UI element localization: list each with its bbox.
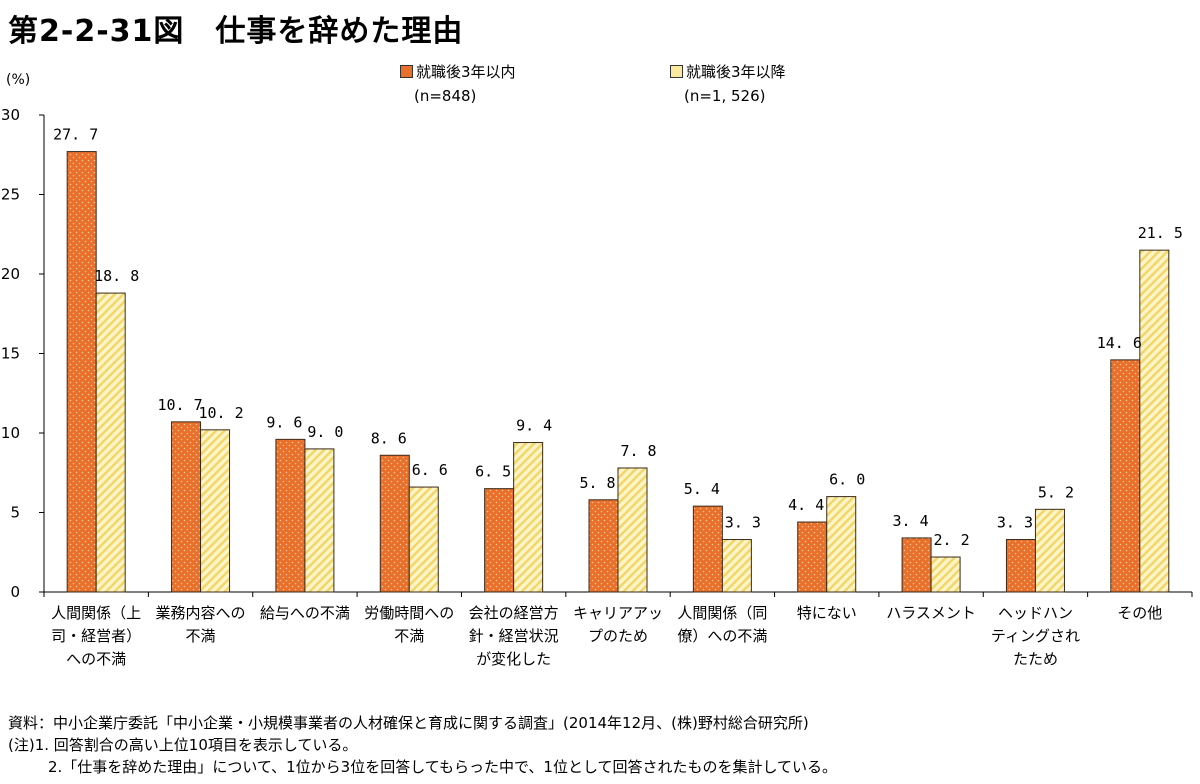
bar-series-1 — [797, 521, 828, 593]
x-tick-label: 給与への不満 — [260, 604, 350, 622]
data-label: 21. 5 — [1138, 224, 1183, 242]
data-label: 5. 4 — [684, 480, 720, 498]
bar-series-1 — [588, 499, 619, 593]
data-label: 3. 3 — [997, 514, 1033, 532]
bar-series-2 — [513, 442, 544, 593]
bar-series-2 — [617, 467, 648, 593]
x-tick-label: キャリアアッ — [573, 604, 663, 622]
data-label: 18. 8 — [94, 267, 139, 285]
data-label: 7. 8 — [620, 442, 656, 460]
y-tick-label: 0 — [10, 583, 20, 601]
x-tick-label: 会社の経営方 — [469, 604, 559, 622]
bar-series-1 — [1005, 539, 1036, 593]
y-tick-label: 15 — [1, 345, 20, 363]
bar-series-2 — [1034, 508, 1065, 593]
x-tick-label: 僚）への不満 — [677, 627, 767, 645]
x-tick-label: 人間関係（上 — [51, 604, 141, 622]
x-tick-label: への不満 — [66, 650, 126, 668]
data-label: 9. 0 — [307, 423, 343, 441]
data-label: 6. 0 — [829, 471, 865, 489]
legend-item-series-1: 就職後3年以内 (n=848) — [400, 60, 516, 108]
data-label: 3. 4 — [893, 512, 929, 530]
x-tick-label: 人間関係（同 — [677, 604, 767, 622]
chart-title: 第2-2-31図 仕事を辞めた理由 — [8, 14, 464, 49]
x-tick-label: 特にない — [797, 604, 857, 622]
bar-series-2 — [826, 496, 857, 593]
note-1: (注)1. 回答割合の高い上位10項目を表示している。 — [8, 736, 358, 754]
bar-series-2 — [200, 429, 231, 593]
x-tick-label: 不満 — [394, 627, 424, 645]
x-tick-label: ティングされ — [991, 627, 1080, 645]
bar-series-1 — [692, 505, 723, 593]
bar-series-2 — [408, 486, 439, 593]
x-tick-label: ヘッドハン — [998, 604, 1073, 622]
y-tick-label: 20 — [1, 265, 20, 283]
legend-n-1: (n=848) — [414, 87, 477, 105]
bar-series-2 — [95, 292, 126, 593]
data-label: 2. 2 — [934, 531, 970, 549]
bar-series-2 — [930, 556, 961, 593]
legend-label-1: 就職後3年以内 — [416, 63, 516, 81]
y-tick-label: 30 — [1, 106, 20, 124]
bar-series-1 — [1110, 359, 1141, 593]
y-tick-label: 25 — [1, 186, 20, 204]
data-label: 5. 2 — [1038, 483, 1074, 501]
data-label: 9. 4 — [516, 417, 552, 435]
bar-series-1 — [484, 488, 515, 593]
data-label: 8. 6 — [371, 429, 407, 447]
legend-item-series-2: 就職後3年以降 (n=1, 526) — [670, 60, 786, 108]
x-tick-label: 不満 — [186, 627, 216, 645]
data-label: 4. 4 — [788, 496, 824, 514]
data-label: 10. 7 — [157, 396, 202, 414]
x-tick-label: が変化した — [476, 650, 551, 668]
bar-series-1 — [66, 151, 97, 593]
bar-series-2 — [1139, 249, 1170, 593]
legend-swatch-2 — [670, 65, 683, 78]
x-tick-label: 針・経営状況 — [469, 627, 559, 645]
data-label: 5. 8 — [579, 474, 615, 492]
bar-series-2 — [721, 539, 752, 593]
data-label: 14. 6 — [1097, 334, 1142, 352]
data-label: 9. 6 — [266, 413, 302, 431]
legend-label-2: 就職後3年以降 — [686, 63, 786, 81]
data-label: 6. 6 — [412, 461, 448, 479]
y-tick-label: 10 — [1, 424, 20, 442]
y-tick-label: 5 — [10, 504, 20, 522]
bar-series-1 — [275, 438, 306, 593]
x-tick-label: たため — [1013, 650, 1058, 668]
notes: 資料：中小企業庁委託「中小企業・小規模事業者の人材確保と育成に関する調査」(20… — [8, 712, 837, 778]
legend-n-2: (n=1, 526) — [684, 87, 766, 105]
x-tick-label: 司・経営者） — [51, 627, 141, 645]
data-label: 3. 3 — [725, 514, 761, 532]
x-tick-label: ハラスメント — [886, 604, 976, 622]
x-tick-label: 業務内容への — [156, 604, 246, 622]
y-axis-unit: (%) — [6, 72, 31, 88]
bar-series-1 — [171, 421, 202, 593]
data-label: 6. 5 — [475, 463, 511, 481]
x-tick-label: 労働時間への — [364, 604, 454, 622]
x-tick-label: プのため — [588, 627, 648, 645]
bar-series-1 — [901, 537, 932, 593]
note-source: 資料：中小企業庁委託「中小企業・小規模事業者の人材確保と育成に関する調査」(20… — [8, 714, 809, 732]
note-2: 2.「仕事を辞めた理由」について、1位から3位を回答してもらった中で、1位として… — [48, 758, 838, 776]
x-tick-label: その他 — [1117, 604, 1162, 622]
bar-series-1 — [379, 454, 410, 593]
data-label: 27. 7 — [53, 126, 98, 144]
data-label: 10. 2 — [198, 404, 243, 422]
legend-swatch-1 — [400, 65, 413, 78]
bar-series-2 — [304, 448, 335, 593]
